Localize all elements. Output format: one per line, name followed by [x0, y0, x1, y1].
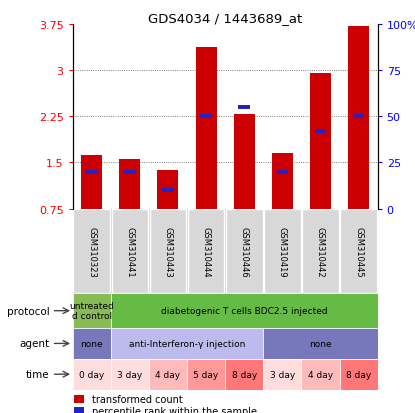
Title: GDS4034 / 1443689_at: GDS4034 / 1443689_at	[148, 12, 302, 25]
Text: none: none	[309, 339, 332, 348]
Bar	[73, 210, 110, 293]
Bar	[263, 328, 378, 359]
Bar	[111, 294, 378, 328]
Text: time: time	[26, 369, 50, 379]
Text: 8 day: 8 day	[232, 370, 257, 379]
Text: GSM310419: GSM310419	[278, 226, 287, 277]
Bar	[301, 359, 339, 390]
Bar	[150, 210, 186, 293]
Text: GSM310445: GSM310445	[354, 226, 363, 277]
Text: 5 day: 5 day	[193, 370, 219, 379]
Text: 3 day: 3 day	[117, 370, 142, 379]
Text: GSM310323: GSM310323	[87, 226, 96, 277]
Bar	[86, 171, 98, 174]
Text: 0 day: 0 day	[79, 370, 104, 379]
Bar	[73, 359, 111, 390]
Bar	[339, 359, 378, 390]
Text: protocol: protocol	[7, 306, 50, 316]
Text: GSM310446: GSM310446	[240, 226, 249, 277]
Bar	[315, 130, 326, 133]
Bar	[162, 189, 174, 192]
Text: 4 day: 4 day	[308, 370, 333, 379]
Bar	[111, 328, 263, 359]
Bar	[340, 210, 377, 293]
Text: 8 day: 8 day	[346, 370, 371, 379]
Bar	[73, 294, 111, 328]
Text: 4 day: 4 day	[155, 370, 181, 379]
Text: agent: agent	[20, 339, 50, 349]
Text: none: none	[81, 339, 103, 348]
Bar	[73, 328, 111, 359]
Bar	[234, 115, 255, 209]
Text: diabetogenic T cells BDC2.5 injected: diabetogenic T cells BDC2.5 injected	[161, 306, 327, 316]
Text: GSM310442: GSM310442	[316, 226, 325, 277]
Bar	[310, 74, 331, 209]
Bar	[200, 115, 212, 119]
Bar	[149, 359, 187, 390]
Bar	[195, 48, 217, 209]
Bar	[276, 171, 288, 174]
Bar	[263, 359, 301, 390]
Text: GSM310444: GSM310444	[202, 226, 210, 277]
Text: anti-Interferon-γ injection: anti-Interferon-γ injection	[129, 339, 245, 348]
Bar	[348, 26, 369, 209]
Text: untreated
d control: untreated d control	[69, 301, 114, 320]
Text: 3 day: 3 day	[270, 370, 295, 379]
Bar	[187, 359, 225, 390]
Bar	[239, 106, 250, 109]
Bar	[112, 210, 148, 293]
Bar	[157, 171, 178, 209]
Bar	[353, 115, 364, 119]
Text: GSM310443: GSM310443	[164, 226, 173, 277]
Bar	[120, 160, 140, 209]
Bar	[272, 154, 293, 209]
Bar	[225, 359, 263, 390]
Legend: transformed count, percentile rank within the sample: transformed count, percentile rank withi…	[74, 394, 257, 413]
Bar	[226, 210, 263, 293]
Bar	[124, 171, 136, 174]
Bar	[188, 210, 225, 293]
Bar	[264, 210, 300, 293]
Bar	[302, 210, 339, 293]
Bar	[81, 156, 102, 209]
Text: GSM310441: GSM310441	[125, 226, 134, 277]
Bar	[111, 359, 149, 390]
